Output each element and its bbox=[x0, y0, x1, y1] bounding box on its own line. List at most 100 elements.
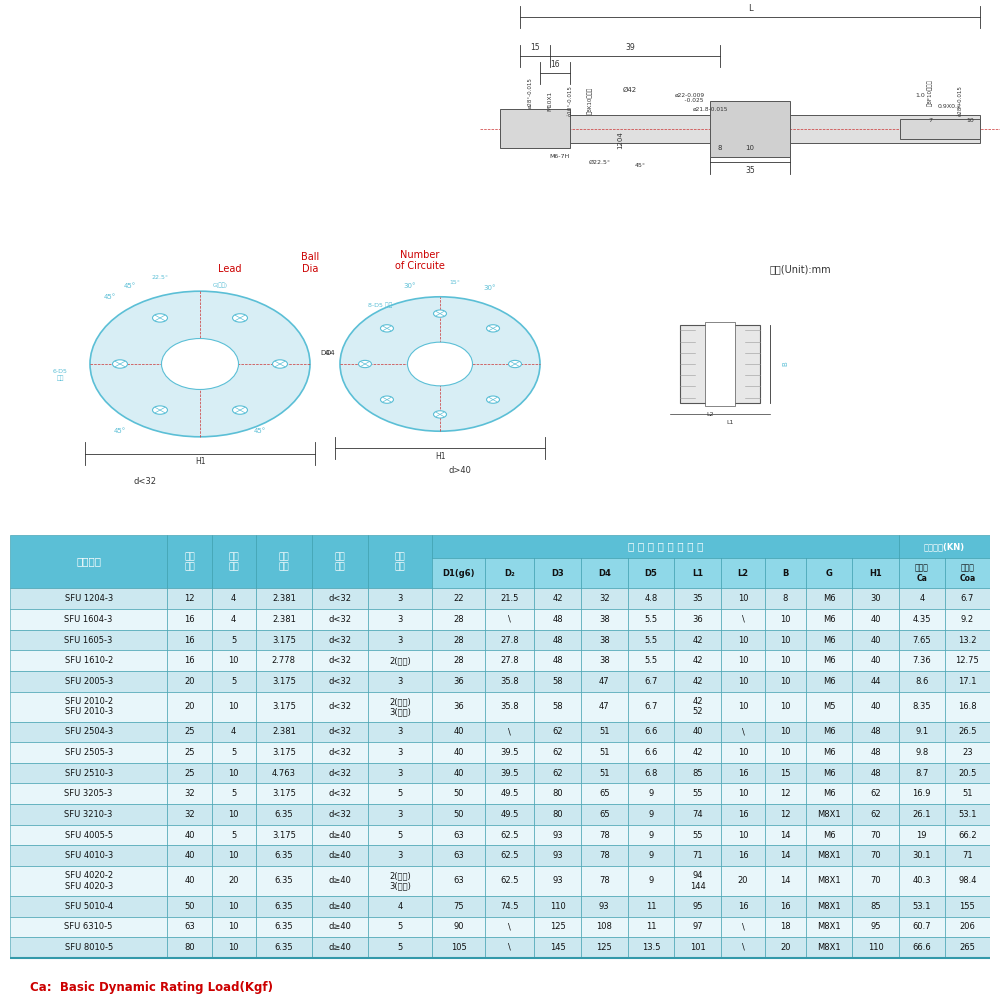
Bar bbox=[721, 692, 765, 722]
Text: 30°: 30° bbox=[484, 285, 496, 291]
Text: 10: 10 bbox=[228, 922, 239, 931]
Text: 30: 30 bbox=[870, 594, 881, 603]
Bar bbox=[368, 866, 432, 896]
Text: \: \ bbox=[742, 943, 744, 952]
Bar bbox=[674, 558, 721, 588]
Text: 35: 35 bbox=[745, 166, 755, 175]
Text: 42: 42 bbox=[552, 594, 563, 603]
Bar bbox=[765, 937, 806, 958]
Bar bbox=[212, 722, 256, 742]
Bar bbox=[256, 692, 312, 722]
Bar bbox=[899, 917, 945, 937]
Bar bbox=[10, 588, 167, 609]
Text: M8X1: M8X1 bbox=[817, 922, 841, 931]
Bar bbox=[485, 671, 534, 692]
Bar bbox=[534, 671, 581, 692]
Text: 48: 48 bbox=[552, 636, 563, 645]
Text: 16: 16 bbox=[738, 902, 748, 911]
Bar bbox=[806, 558, 852, 588]
Bar bbox=[368, 742, 432, 763]
Text: D4: D4 bbox=[325, 350, 335, 356]
Bar bbox=[674, 937, 721, 958]
Bar bbox=[806, 650, 852, 671]
Text: 5: 5 bbox=[397, 922, 402, 931]
Bar bbox=[485, 866, 534, 896]
Text: 70: 70 bbox=[870, 851, 881, 860]
Text: 70: 70 bbox=[870, 831, 881, 840]
Text: 42
52: 42 52 bbox=[692, 697, 703, 716]
Bar bbox=[674, 825, 721, 845]
Text: d≥40: d≥40 bbox=[328, 851, 351, 860]
Text: L2: L2 bbox=[737, 569, 749, 578]
Bar bbox=[485, 917, 534, 937]
Text: 93: 93 bbox=[552, 876, 563, 885]
Bar bbox=[167, 742, 212, 763]
Text: 32: 32 bbox=[184, 789, 195, 798]
Bar bbox=[765, 917, 806, 937]
Bar bbox=[312, 763, 368, 783]
Text: 3: 3 bbox=[397, 727, 402, 736]
Text: 39.5: 39.5 bbox=[501, 769, 519, 778]
Text: 3: 3 bbox=[397, 594, 402, 603]
Bar bbox=[212, 630, 256, 650]
Bar bbox=[485, 804, 534, 825]
Text: 3.175: 3.175 bbox=[272, 789, 296, 798]
Bar bbox=[674, 609, 721, 630]
Text: 规格型号: 规格型号 bbox=[76, 557, 101, 567]
Bar bbox=[256, 845, 312, 866]
Text: 36: 36 bbox=[453, 702, 464, 711]
Bar bbox=[628, 742, 674, 763]
Text: 10: 10 bbox=[228, 769, 239, 778]
Text: 49.5: 49.5 bbox=[501, 810, 519, 819]
Text: 85: 85 bbox=[692, 769, 703, 778]
Bar bbox=[10, 671, 167, 692]
Bar bbox=[10, 845, 167, 866]
Bar bbox=[581, 609, 628, 630]
Text: 105: 105 bbox=[451, 943, 467, 952]
Bar bbox=[312, 825, 368, 845]
Bar bbox=[852, 896, 899, 917]
Bar bbox=[899, 535, 990, 558]
Text: M6: M6 bbox=[823, 656, 836, 665]
Bar bbox=[581, 588, 628, 609]
Text: 3: 3 bbox=[397, 636, 402, 645]
Bar bbox=[765, 845, 806, 866]
Bar bbox=[312, 609, 368, 630]
Text: 74.5: 74.5 bbox=[501, 902, 519, 911]
Text: 15: 15 bbox=[530, 43, 540, 52]
Text: d<32: d<32 bbox=[328, 748, 351, 757]
Text: M6: M6 bbox=[823, 831, 836, 840]
Text: 10: 10 bbox=[780, 727, 791, 736]
Bar bbox=[10, 692, 167, 722]
Text: 93: 93 bbox=[599, 902, 610, 911]
Bar bbox=[212, 825, 256, 845]
Bar bbox=[167, 937, 212, 958]
Text: d≥40: d≥40 bbox=[328, 831, 351, 840]
Bar bbox=[680, 325, 760, 403]
Bar bbox=[628, 722, 674, 742]
Bar bbox=[534, 845, 581, 866]
Bar bbox=[312, 783, 368, 804]
Text: 9.2: 9.2 bbox=[961, 615, 974, 624]
Bar bbox=[674, 783, 721, 804]
Text: 10: 10 bbox=[738, 636, 748, 645]
Text: 9.8: 9.8 bbox=[915, 748, 928, 757]
Text: 36: 36 bbox=[453, 677, 464, 686]
Bar bbox=[212, 763, 256, 783]
Text: d<32: d<32 bbox=[328, 656, 351, 665]
Bar bbox=[212, 896, 256, 917]
Text: 静载荷
Coa: 静载荷 Coa bbox=[959, 564, 975, 583]
Text: 48: 48 bbox=[870, 727, 881, 736]
Bar bbox=[852, 722, 899, 742]
Text: 70: 70 bbox=[870, 876, 881, 885]
Text: 9: 9 bbox=[648, 810, 654, 819]
Text: 28: 28 bbox=[453, 656, 464, 665]
Ellipse shape bbox=[340, 297, 540, 431]
Bar bbox=[674, 917, 721, 937]
Bar bbox=[721, 845, 765, 866]
Text: 2(双头)
3(双头): 2(双头) 3(双头) bbox=[389, 697, 411, 716]
Text: SFU 4020-2
SFU 4020-3: SFU 4020-2 SFU 4020-3 bbox=[65, 871, 113, 891]
Bar bbox=[10, 917, 167, 937]
Text: M6: M6 bbox=[823, 789, 836, 798]
Text: M5: M5 bbox=[823, 702, 835, 711]
